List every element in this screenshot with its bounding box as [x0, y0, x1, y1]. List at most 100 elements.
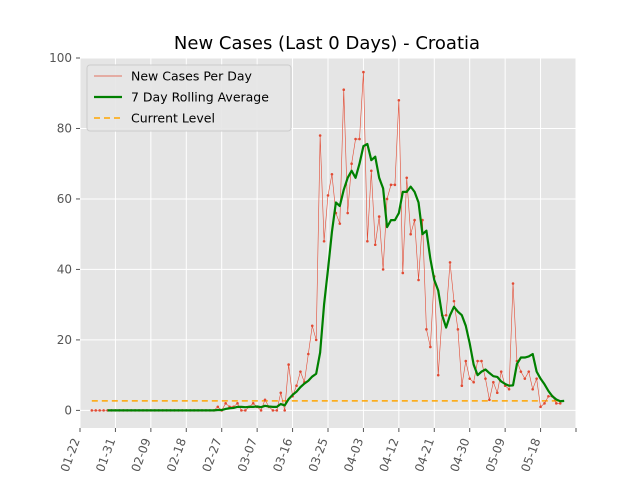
new-cases-point — [263, 398, 267, 402]
legend: New Cases Per Day 7 Day Rolling Average … — [86, 64, 292, 132]
legend-label-current-level: Current Level — [131, 111, 215, 126]
new-cases-point — [251, 402, 255, 405]
new-cases-point — [299, 370, 302, 373]
new-cases-point — [330, 172, 334, 176]
new-cases-point — [94, 409, 98, 412]
new-cases-point — [523, 377, 527, 380]
new-cases-point — [271, 409, 275, 412]
x-tick-label: 05-09 — [483, 436, 508, 474]
new-cases-point — [240, 409, 243, 412]
y-axis: 0 20 40 60 80 100 — [49, 51, 80, 417]
new-cases-point — [507, 387, 511, 391]
new-cases-point — [373, 243, 377, 247]
x-tick-label: 03-07 — [235, 436, 260, 474]
new-cases-point — [425, 328, 428, 331]
new-cases-point — [527, 370, 531, 373]
rolling-average-line — [107, 142, 565, 412]
new-cases-point — [307, 352, 310, 356]
x-tick-label: 04-12 — [377, 436, 402, 474]
legend-box — [86, 64, 292, 132]
new-cases-point — [539, 405, 542, 409]
new-cases-point — [543, 402, 546, 405]
new-cases-point — [488, 398, 491, 402]
new-cases-point — [350, 162, 353, 166]
x-tick-label: 05-18 — [518, 436, 543, 474]
new-cases-point — [362, 70, 365, 74]
new-cases-point — [283, 409, 286, 412]
new-cases-point — [535, 377, 538, 380]
new-cases-point — [460, 384, 464, 388]
new-cases-point — [511, 282, 515, 285]
new-cases-point — [448, 261, 452, 264]
new-cases-point — [358, 137, 361, 141]
new-cases-point — [346, 211, 349, 215]
new-cases-point — [314, 338, 318, 342]
new-cases-point — [464, 359, 468, 363]
new-cases-point — [366, 239, 369, 243]
new-cases-point — [456, 328, 460, 331]
new-cases-point — [326, 194, 330, 197]
new-cases-point — [413, 218, 416, 222]
new-cases-point — [102, 409, 105, 412]
new-cases-point — [310, 324, 314, 328]
new-cases-point — [401, 271, 405, 275]
new-cases-point — [452, 299, 456, 303]
new-cases-point — [342, 88, 346, 92]
new-cases-point — [429, 345, 432, 349]
x-tick-label: 04-30 — [447, 436, 472, 474]
y-tick-label: 20 — [57, 333, 72, 347]
x-tick-label: 01-22 — [58, 436, 83, 474]
new-cases-point — [519, 370, 523, 373]
new-cases-point — [338, 222, 342, 225]
y-tick-label: 60 — [57, 192, 72, 206]
new-cases-point — [417, 278, 420, 282]
chart-title: New Cases (Last 0 Days) - Croatia — [174, 33, 480, 54]
new-cases-point — [259, 409, 263, 412]
new-cases-point — [370, 169, 373, 173]
new-cases-point — [279, 391, 283, 395]
y-tick-label: 40 — [57, 262, 72, 276]
new-cases-point — [499, 370, 503, 373]
x-tick-label: 02-18 — [164, 436, 189, 474]
x-tick-label: 02-09 — [129, 436, 154, 474]
x-axis: 01-22 01-31 02-09 02-18 02-27 03-07 03-16 03-25… — [58, 428, 577, 474]
new-cases-point — [90, 409, 94, 412]
new-cases-point — [547, 394, 550, 398]
new-cases-point — [480, 359, 483, 363]
y-tick-label: 80 — [57, 121, 72, 135]
new-cases-point — [397, 98, 401, 102]
new-cases-point — [236, 402, 239, 405]
new-cases-point — [381, 268, 385, 271]
new-cases-point — [216, 405, 220, 409]
legend-label-rolling-average: 7 Day Rolling Average — [131, 90, 269, 105]
x-tick-label: 04-03 — [341, 436, 366, 474]
y-tick-label: 0 — [64, 403, 72, 417]
new-cases-point — [472, 380, 475, 384]
new-cases-point — [287, 363, 290, 366]
y-tick-label: 100 — [49, 51, 72, 65]
new-cases-point — [495, 391, 499, 395]
new-cases-point — [389, 183, 393, 187]
new-cases-point — [405, 176, 409, 180]
new-cases-point — [244, 409, 247, 412]
x-tick-label: 03-25 — [306, 436, 331, 474]
new-cases-point — [492, 380, 495, 384]
new-cases-point — [224, 402, 227, 405]
new-cases-point — [476, 359, 479, 363]
new-cases-point — [393, 183, 397, 187]
x-tick-label: 03-16 — [270, 436, 295, 474]
new-cases-point — [436, 373, 440, 377]
new-cases-point — [558, 402, 562, 405]
new-cases-point — [275, 409, 279, 412]
new-cases-point — [377, 215, 381, 218]
new-cases-point — [98, 409, 101, 412]
new-cases-point — [295, 384, 298, 388]
new-cases-point — [468, 377, 472, 380]
series-layer — [90, 70, 565, 412]
new-cases-point — [322, 239, 326, 243]
new-cases-point — [385, 197, 389, 201]
legend-label-new-cases: New Cases Per Day — [131, 69, 252, 84]
x-tick-label: 04-21 — [412, 436, 437, 474]
x-tick-label: 01-31 — [93, 436, 118, 474]
